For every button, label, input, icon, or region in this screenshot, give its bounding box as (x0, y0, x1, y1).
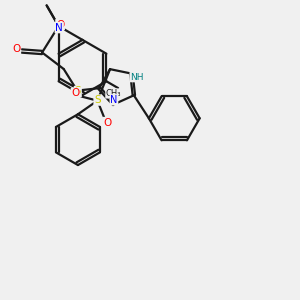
Text: O: O (103, 118, 111, 128)
Text: S: S (74, 86, 81, 97)
Text: NH: NH (130, 73, 144, 82)
Text: N: N (55, 22, 63, 33)
Text: CH₃: CH₃ (106, 89, 121, 98)
Text: O: O (12, 44, 20, 54)
Text: S: S (94, 95, 101, 105)
Text: O: O (71, 88, 80, 98)
Text: O: O (56, 20, 64, 30)
Text: N: N (110, 95, 118, 105)
